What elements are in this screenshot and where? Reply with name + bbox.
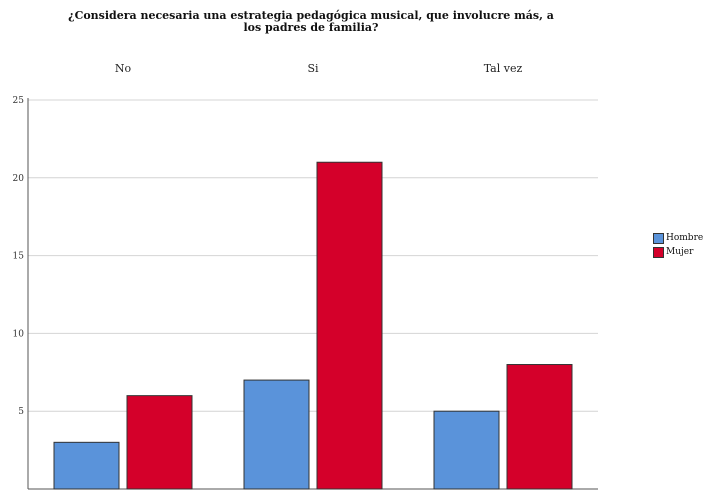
y-tick-label-15: 15: [13, 252, 25, 262]
bar-hombre-1: [243, 379, 310, 490]
y-tick-label-5: 5: [18, 407, 24, 417]
legend-label-hombre: Hombre: [666, 233, 704, 243]
legend-item-hombre: Hombre: [653, 231, 703, 245]
chart-title: ¿Considera necesaria una estrategia peda…: [0, 10, 622, 34]
legend-label-mujer: Mujer: [666, 247, 694, 257]
legend: Hombre Mujer: [653, 231, 703, 259]
bar-mujer-0: [126, 395, 193, 490]
chart-title-line-1: ¿Considera necesaria una estrategia peda…: [68, 9, 554, 22]
bar-mujer-1: [316, 161, 383, 490]
legend-swatch-hombre: [653, 232, 664, 244]
category-label-2: Tal vez: [484, 62, 523, 75]
legend-item-mujer: Mujer: [653, 245, 703, 259]
y-tick-label-20: 20: [13, 174, 25, 184]
chart-title-line-2: los padres de familia?: [243, 21, 379, 34]
legend-swatch-mujer: [653, 246, 664, 258]
category-label-0: No: [115, 62, 132, 75]
bar-hombre-2: [433, 410, 500, 490]
bar-mujer-2: [506, 364, 573, 490]
y-tick-label-10: 10: [13, 329, 25, 339]
y-tick-label-25: 25: [13, 96, 25, 106]
bar-hombre-0: [53, 441, 120, 490]
category-label-1: Si: [307, 62, 319, 75]
